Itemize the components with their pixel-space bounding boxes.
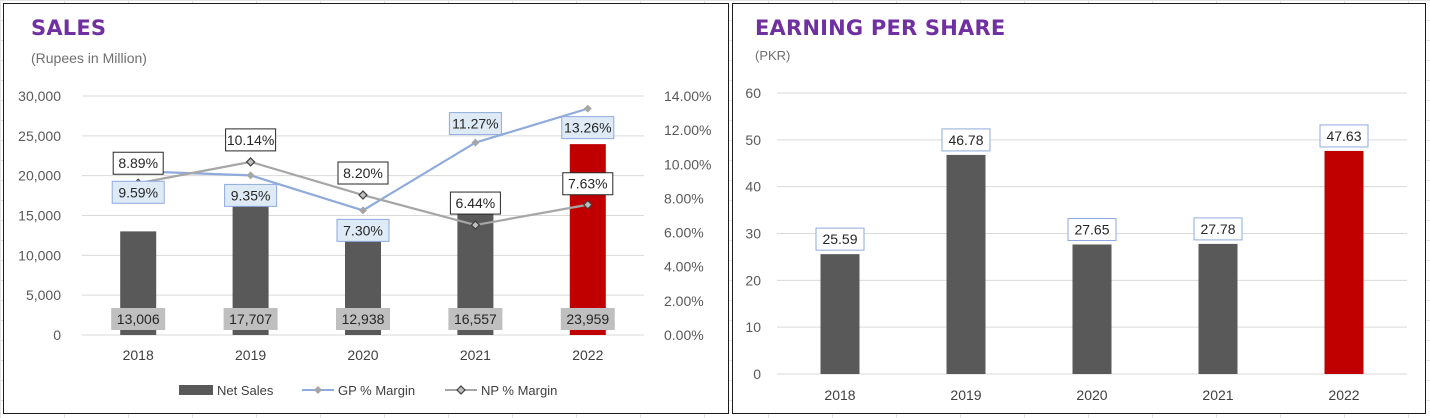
- y-tick-label: 10,000: [18, 247, 61, 263]
- y2-tick-label: 12.00%: [664, 122, 711, 138]
- net-sales-data-label-box: [336, 308, 390, 330]
- eps-bar: [1072, 244, 1112, 374]
- np-margin-data-label-box: [562, 172, 614, 196]
- gp-margin-data-label: 7.30%: [343, 222, 383, 238]
- np-margin-data-label: 6.44%: [456, 195, 496, 211]
- net-sales-data-label: 23,959: [566, 311, 609, 327]
- y2-tick-label: 14.00%: [664, 88, 711, 104]
- np-margin-data-label: 10.14%: [227, 132, 274, 148]
- net-sales-data-label: 17,707: [229, 311, 272, 327]
- net-sales-data-label-box: [448, 308, 503, 330]
- eps-chart-plot: 0 10 20 30 40 50 60 25.59 46.78 27.65 27.78 47.63 20…: [745, 85, 1407, 403]
- y2-tick-label: 6.00%: [664, 225, 704, 241]
- eps-chart-panel[interactable]: EARNING PER SHARE (PKR) 0 10 20 30 40 50 60 25.…: [732, 3, 1426, 414]
- eps-data-label: 47.63: [1326, 128, 1361, 144]
- x-tick-label: 2021: [460, 347, 491, 363]
- eps-data-label-box: [815, 227, 865, 251]
- x-tick-label: 2022: [1328, 387, 1359, 403]
- eps-bar: [1324, 150, 1364, 374]
- legend-np-marker: [456, 385, 466, 395]
- np-margin-data-label-box: [112, 151, 164, 175]
- y-tick-label: 30,000: [18, 88, 61, 104]
- gp-margin-point: [359, 206, 367, 215]
- np-margin-data-label: 8.89%: [118, 155, 158, 171]
- net-sales-data-label: 13,006: [117, 311, 160, 327]
- sales-chart-panel[interactable]: SALES (Rupees in Million) 0 5,000 10,000 15…: [3, 3, 729, 414]
- legend-gp-marker: [314, 386, 322, 394]
- y-tick-label: 5,000: [26, 287, 61, 303]
- y2-tick-label: 4.00%: [664, 259, 704, 275]
- x-tick-label: 2018: [123, 347, 154, 363]
- x-tick-label: 2019: [950, 387, 981, 403]
- np-margin-data-label-box: [337, 161, 389, 185]
- eps-data-label-box: [1319, 124, 1369, 148]
- eps-data-label-box: [1193, 217, 1243, 241]
- y-tick-label: 25,000: [18, 128, 61, 144]
- legend-net-sales-label: Net Sales: [217, 383, 274, 398]
- eps-data-label-box: [941, 128, 991, 152]
- np-margin-point: [358, 190, 368, 200]
- eps-bar: [946, 154, 986, 374]
- gp-margin-data-label: 9.59%: [118, 184, 158, 200]
- np-margin-point: [582, 199, 593, 210]
- gp-margin-data-label-box: [224, 183, 278, 207]
- net-sales-data-label-box: [560, 308, 615, 330]
- x-tick-label: 2022: [572, 347, 603, 363]
- legend-gp-label: GP % Margin: [338, 383, 415, 398]
- eps-data-label: 27.65: [1074, 222, 1109, 238]
- eps-data-label: 46.78: [948, 132, 983, 148]
- np-margin-data-label-box: [225, 128, 277, 152]
- eps-data-label: 25.59: [822, 231, 857, 247]
- gp-margin-point: [471, 138, 480, 147]
- gp-margin-data-label-box: [561, 116, 615, 140]
- y-tick-label: 0: [753, 366, 761, 382]
- x-tick-label: 2018: [824, 387, 855, 403]
- sales-chart-subtitle: (Rupees in Million): [31, 50, 147, 66]
- gp-margin-data-label-box: [336, 218, 390, 242]
- net-sales-data-label: 12,938: [342, 311, 385, 327]
- legend-net-sales-swatch: [179, 385, 213, 395]
- np-margin-data-label: 8.20%: [343, 165, 383, 181]
- y-tick-label: 40: [745, 179, 761, 195]
- y-tick-label: 15,000: [18, 208, 61, 224]
- np-margin-data-label: 7.63%: [568, 176, 608, 192]
- y2-tick-label: 0.00%: [664, 327, 704, 343]
- y-tick-label: 30: [745, 226, 761, 242]
- y-tick-label: 10: [745, 319, 761, 335]
- net-sales-data-label-box: [223, 308, 278, 330]
- y-tick-label: 0: [53, 327, 61, 343]
- eps-chart-subtitle: (PKR): [755, 48, 791, 63]
- gp-margin-data-label: 9.35%: [231, 187, 271, 203]
- eps-data-label: 27.78: [1200, 221, 1235, 237]
- y-tick-label: 60: [745, 85, 761, 101]
- y-tick-label: 20: [745, 272, 761, 288]
- np-margin-data-label-box: [449, 191, 501, 215]
- y-tick-label: 20,000: [18, 168, 61, 184]
- eps-bar: [1198, 243, 1238, 374]
- net-sales-data-label: 16,557: [454, 311, 497, 327]
- legend-np-label: NP % Margin: [481, 383, 557, 398]
- gp-margin-data-label-box: [448, 112, 502, 136]
- np-margin-point: [470, 220, 481, 230]
- eps-data-label-box: [1067, 218, 1117, 242]
- eps-chart-title: EARNING PER SHARE: [755, 16, 1006, 40]
- np-margin-point: [245, 157, 256, 167]
- x-tick-label: 2020: [347, 347, 378, 363]
- y2-tick-label: 8.00%: [664, 190, 704, 206]
- y2-tick-label: 10.00%: [664, 156, 711, 172]
- gp-margin-data-label-box: [111, 180, 165, 204]
- x-tick-label: 2019: [235, 347, 266, 363]
- x-tick-label: 2021: [1202, 387, 1233, 403]
- sales-chart-title: SALES: [31, 16, 107, 40]
- x-tick-label: 2020: [1076, 387, 1107, 403]
- gp-margin-point: [246, 171, 255, 180]
- eps-bar: [820, 254, 860, 374]
- gp-margin-data-label: 13.26%: [564, 120, 611, 136]
- y2-tick-label: 2.00%: [664, 293, 704, 309]
- sales-chart-plot: 0 5,000 10,000 15,000 20,000 25,000 30,000 0.00…: [18, 88, 711, 398]
- net-sales-data-label-box: [111, 308, 166, 330]
- gp-margin-point: [583, 104, 592, 113]
- gp-margin-data-label: 11.27%: [452, 116, 498, 132]
- y-tick-label: 50: [745, 132, 761, 148]
